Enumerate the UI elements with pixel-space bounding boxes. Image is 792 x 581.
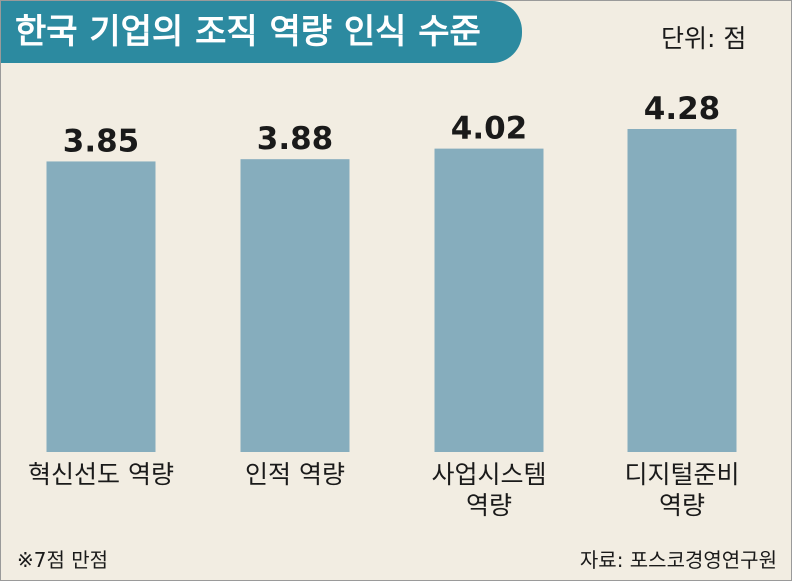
source-note: 자료: 포스코경영연구원 bbox=[579, 548, 777, 572]
bar-1 bbox=[46, 161, 156, 452]
unit-label: 단위: 점 bbox=[661, 24, 747, 53]
category-label-3-line-1: 사업시스템 bbox=[431, 460, 546, 489]
chart-title: 한국 기업의 조직 역량 인식 수준 bbox=[1, 1, 522, 63]
category-label-4-line-2: 역량 bbox=[659, 491, 705, 520]
category-label-4-line-1: 디지털준비 bbox=[624, 460, 739, 489]
value-label-4: 4.28 bbox=[644, 91, 721, 127]
value-label-3: 4.02 bbox=[451, 111, 528, 147]
value-label-2: 3.88 bbox=[257, 121, 334, 157]
bar-2 bbox=[240, 159, 350, 452]
category-label-3-line-2: 역량 bbox=[466, 491, 512, 520]
bar-3 bbox=[434, 148, 544, 452]
category-label-1: 혁신선도 역량 bbox=[28, 460, 174, 489]
footnote: ※7점 만점 bbox=[17, 548, 109, 572]
category-label-2: 인적 역량 bbox=[245, 460, 345, 489]
bar-4 bbox=[627, 129, 737, 452]
value-label-1: 3.85 bbox=[63, 123, 140, 159]
